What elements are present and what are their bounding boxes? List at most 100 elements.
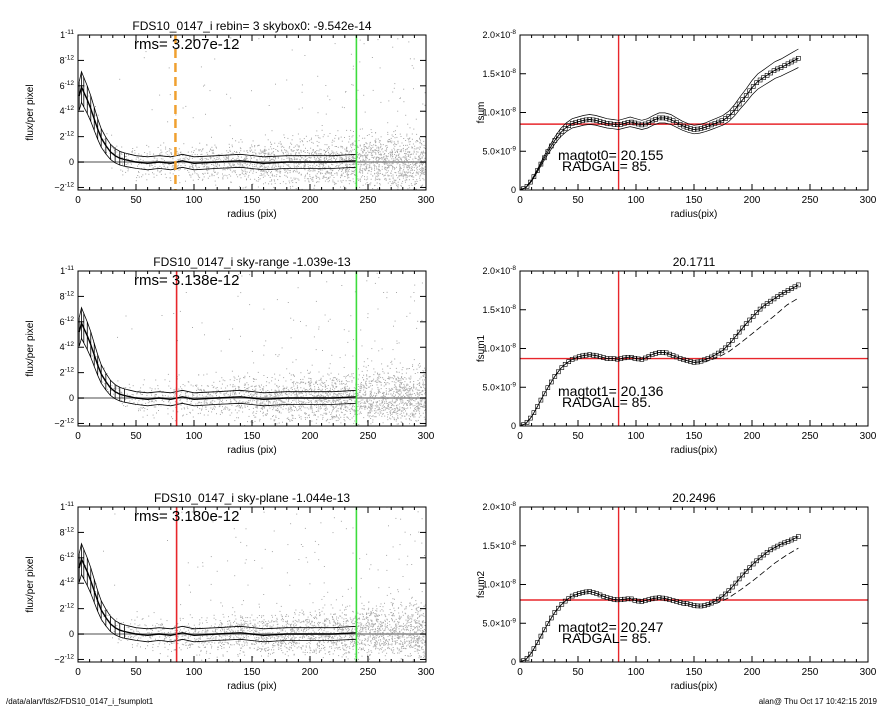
- scatter-point: [312, 150, 314, 152]
- scatter-point: [319, 403, 321, 405]
- scatter-point: [215, 371, 217, 373]
- scatter-point: [362, 159, 364, 161]
- scatter-point: [396, 185, 398, 187]
- scatter-point: [169, 164, 171, 166]
- scatter-point: [357, 178, 359, 180]
- scatter-point: [82, 77, 84, 79]
- scatter-point: [339, 155, 341, 157]
- scatter-point: [380, 153, 382, 155]
- scatter-point: [398, 156, 400, 158]
- scatter-point: [206, 158, 208, 160]
- scatter-point: [151, 165, 153, 166]
- scatter-point: [244, 175, 246, 177]
- scatter-point: [160, 152, 162, 154]
- scatter-point: [377, 146, 379, 148]
- scatter-point: [360, 383, 362, 385]
- scatter-point: [391, 408, 393, 410]
- scatter-point: [263, 167, 265, 169]
- scatter-point: [255, 153, 257, 155]
- curve-marker: [587, 117, 592, 122]
- scatter-point: [280, 165, 282, 167]
- scatter-point: [254, 416, 256, 418]
- scatter-point: [264, 403, 266, 405]
- scatter-point: [282, 181, 284, 183]
- scatter-point: [238, 386, 240, 388]
- scatter-point: [342, 393, 344, 395]
- scatter-point: [207, 163, 209, 165]
- scatter-point: [325, 152, 326, 153]
- scatter-point: [121, 392, 123, 394]
- scatter-point: [156, 158, 158, 160]
- scatter-point: [238, 163, 240, 165]
- scatter-point: [374, 405, 376, 407]
- scatter-point: [302, 405, 304, 407]
- scatter-point: [261, 151, 263, 153]
- scatter-point: [325, 158, 327, 160]
- scatter-point: [369, 166, 370, 168]
- scatter-point: [164, 163, 166, 165]
- scatter-point: [423, 159, 425, 161]
- scatter-point: [257, 34, 258, 35]
- scatter-point: [317, 394, 319, 396]
- scatter-point: [275, 396, 277, 398]
- scatter-point: [421, 144, 423, 146]
- scatter-point: [416, 169, 418, 171]
- scatter-point: [192, 167, 194, 169]
- scatter-point: [411, 168, 413, 169]
- scatter-point: [322, 163, 323, 165]
- scatter-point: [330, 159, 332, 161]
- scatter-point: [254, 149, 256, 151]
- scatter-point: [352, 173, 354, 175]
- scatter-point: [231, 171, 233, 173]
- scatter-point: [414, 407, 416, 409]
- scatter-point: [329, 393, 331, 395]
- scatter-point: [369, 142, 371, 144]
- scatter-point: [253, 414, 255, 416]
- scatter-point: [142, 174, 144, 176]
- scatter-point: [207, 414, 209, 416]
- scatter-point: [351, 417, 353, 419]
- scatter-point: [265, 413, 267, 415]
- x-tick-label: 300: [860, 195, 877, 206]
- scatter-point: [155, 379, 157, 381]
- scatter-point: [201, 157, 203, 159]
- scatter-point: [229, 146, 230, 148]
- scatter-point: [325, 408, 327, 409]
- scatter-point: [305, 156, 307, 157]
- scatter-point: [293, 150, 295, 151]
- scatter-point: [212, 149, 214, 151]
- scatter-point: [378, 265, 379, 266]
- scatter-point: [344, 388, 346, 390]
- scatter-point: [314, 166, 316, 168]
- scatter-point: [126, 154, 128, 156]
- scatter-point: [362, 377, 364, 379]
- scatter-point: [274, 165, 276, 167]
- scatter-point: [314, 157, 316, 159]
- scatter-point: [368, 159, 370, 161]
- scatter-point: [316, 399, 318, 401]
- scatter-point: [369, 144, 371, 146]
- scatter-point: [404, 156, 406, 158]
- scatter-point: [244, 387, 246, 388]
- scatter-point: [423, 179, 425, 181]
- scatter-point: [275, 165, 277, 167]
- scatter-point: [157, 170, 159, 172]
- scatter-point: [236, 166, 238, 168]
- scatter-point: [388, 378, 390, 380]
- scatter-point: [400, 149, 402, 151]
- scatter-point: [322, 350, 323, 351]
- scatter-point: [327, 392, 329, 393]
- scatter-point: [211, 175, 213, 177]
- scatter-point: [324, 399, 326, 401]
- scatter-point: [422, 390, 424, 392]
- scatter-point: [301, 188, 303, 190]
- scatter-point: [300, 321, 301, 322]
- scatter-point: [306, 158, 308, 160]
- scatter-point: [387, 167, 388, 169]
- scatter-point: [361, 169, 363, 171]
- scatter-point: [424, 92, 426, 94]
- scatter-point: [295, 162, 297, 164]
- curve-marker: [649, 118, 655, 124]
- scatter-point: [170, 387, 172, 389]
- scatter-point: [340, 174, 342, 176]
